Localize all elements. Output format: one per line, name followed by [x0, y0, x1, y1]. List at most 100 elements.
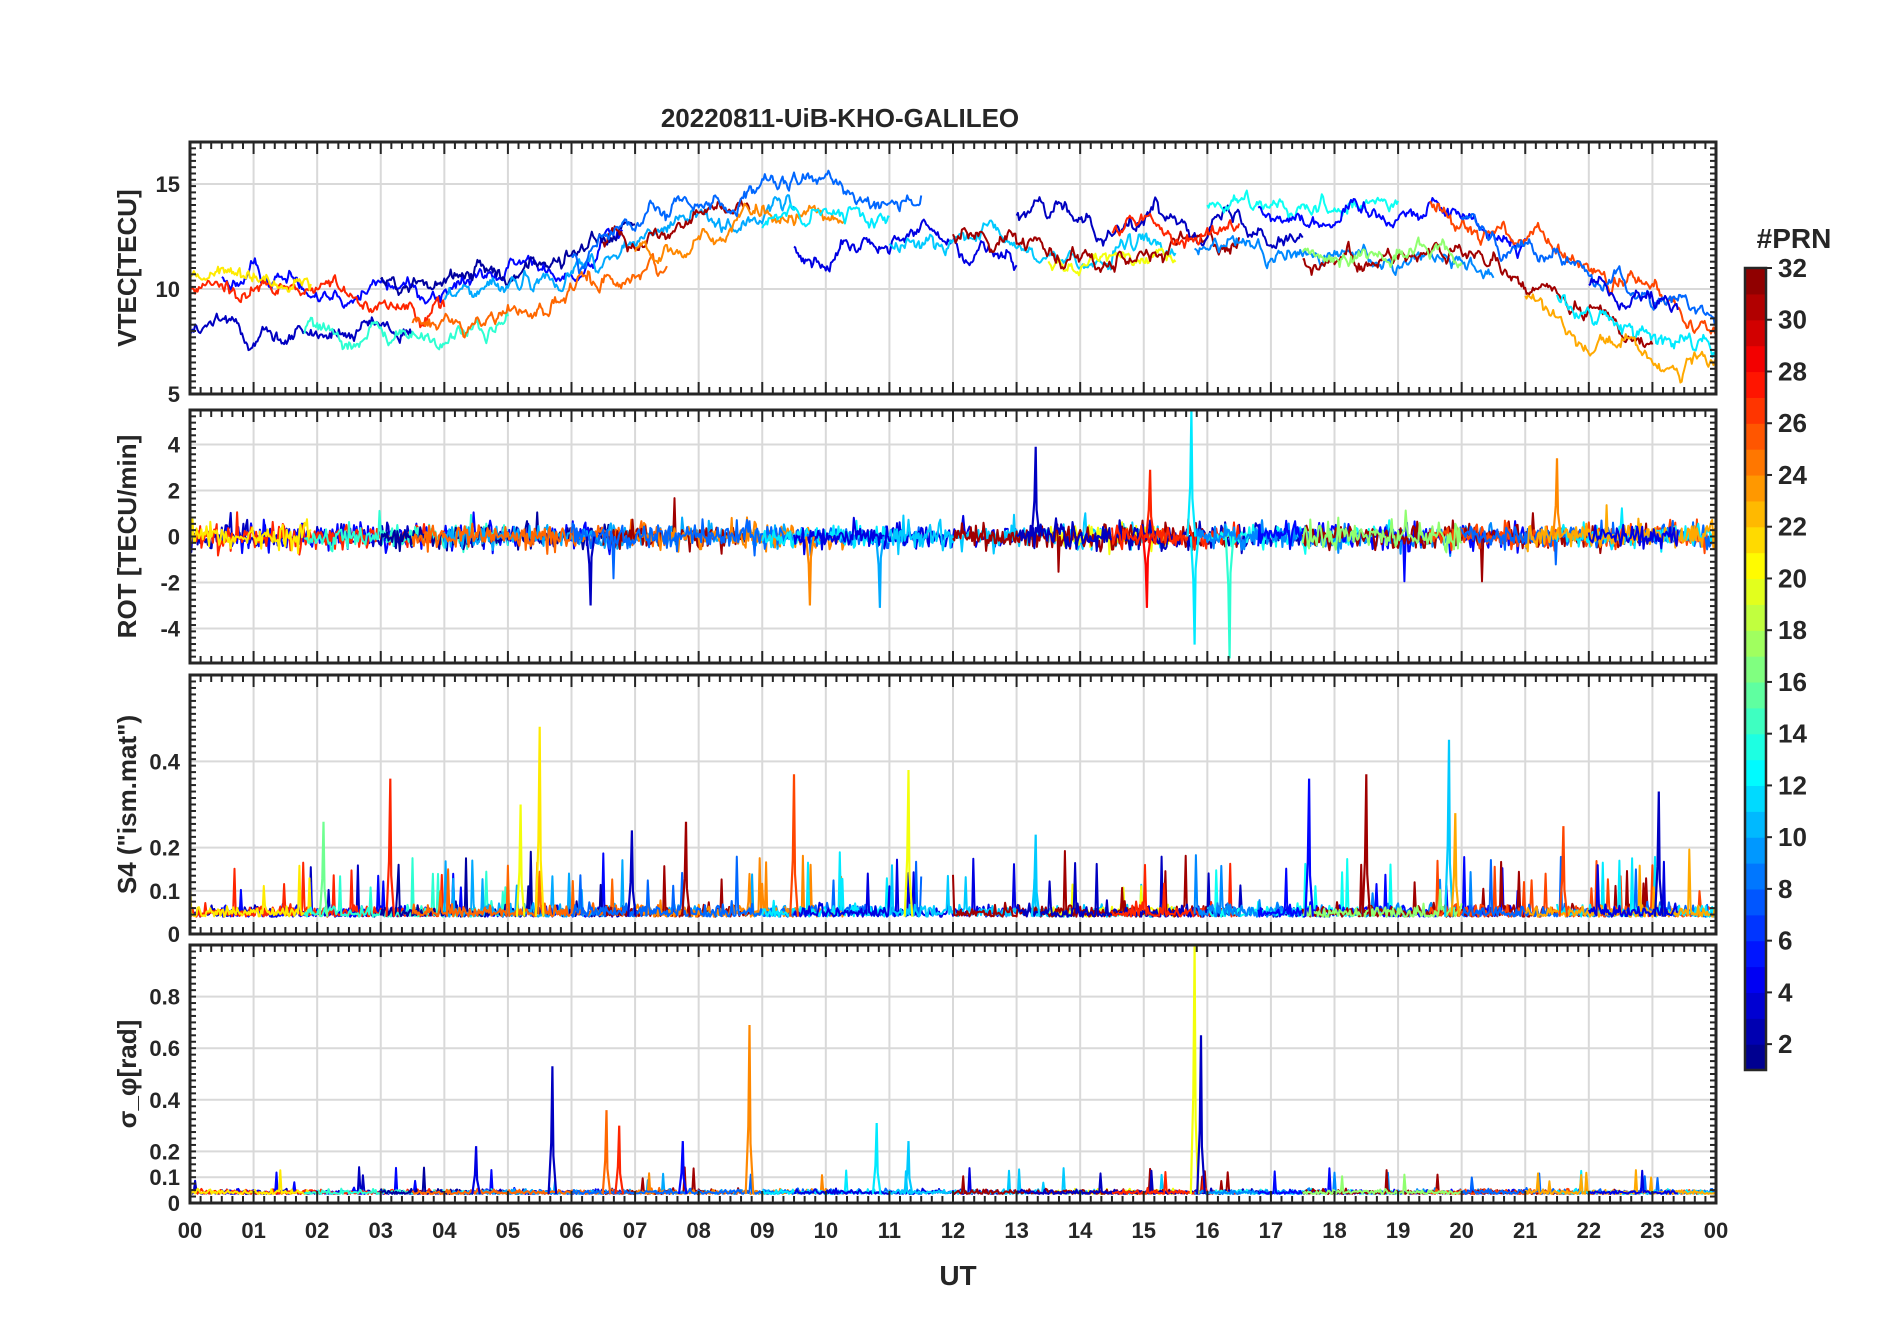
panel-vtec: 5 10 15 VTEC[TECU]	[112, 140, 1718, 407]
spike-4	[903, 769, 914, 917]
x-tick-label: 18	[1322, 1218, 1346, 1243]
colorbar-tick-label: 22	[1778, 512, 1807, 542]
colorbar-title: #PRN	[1757, 223, 1832, 254]
y-axis-label: S4 ("ism.mat")	[112, 715, 142, 894]
series-prn-21	[190, 518, 312, 555]
series-prn-12	[761, 203, 890, 229]
spike-5	[903, 1141, 914, 1195]
x-tick-label: 08	[686, 1218, 710, 1243]
colorbar-tick-label: 4	[1778, 977, 1793, 1007]
x-tick-label: 00	[178, 1218, 202, 1243]
series-prn-20	[1047, 247, 1177, 277]
panel-rot: -4 -2 0 2 4 ROT [TECU/min]	[112, 408, 1718, 665]
series-group	[190, 169, 1716, 384]
series-prn-17	[1301, 236, 1463, 269]
series-prn-13	[1206, 189, 1400, 221]
series-prn-5	[221, 227, 624, 309]
spike-3	[744, 1024, 755, 1195]
colorbar-swatch	[1745, 423, 1766, 450]
y-tick-label: 0.8	[149, 985, 180, 1010]
series-prn-21	[190, 1169, 312, 1195]
panel-sigma_phi: 00.10.2 0.4 0.6 0.8 σ_φ[rad]	[112, 943, 1718, 1216]
spike-9	[677, 1141, 688, 1195]
colorbar-swatch	[1745, 914, 1766, 942]
x-tick-label: 16	[1195, 1218, 1219, 1243]
colorbar-swatch	[1745, 268, 1766, 295]
spike-2	[515, 804, 526, 917]
y-tick-label: -2	[160, 571, 180, 596]
spike-3	[1224, 536, 1235, 659]
series-prn-17	[1302, 888, 1463, 918]
spike-8	[1142, 536, 1152, 608]
spike-7	[1196, 1035, 1206, 1195]
spike-4	[1145, 469, 1155, 537]
x-tick-label: 06	[559, 1218, 583, 1243]
y-axis-label: ROT [TECU/min]	[112, 435, 142, 639]
x-tick-label: 20	[1449, 1218, 1473, 1243]
colorbar-swatch	[1745, 940, 1766, 968]
x-tick-label: 10	[814, 1218, 838, 1243]
y-tick-label: 0	[168, 1191, 180, 1216]
y-tick-label: 0.4	[149, 1088, 180, 1113]
series-prn-21	[190, 864, 312, 918]
x-tick-label: 12	[941, 1218, 965, 1243]
spike-2	[614, 1125, 625, 1195]
colorbar-swatch	[1745, 888, 1766, 916]
colorbar-tick-label: 30	[1778, 305, 1807, 335]
series-prn-4	[1587, 523, 1679, 550]
series-prn-3	[190, 312, 414, 352]
x-axis-label: UT	[939, 1260, 976, 1291]
series-prn-3	[1015, 517, 1304, 555]
series-prn-24	[634, 202, 846, 265]
colorbar-swatch	[1745, 345, 1766, 373]
spike-4	[871, 1122, 882, 1195]
y-tick-label: 10	[156, 277, 180, 302]
colorbar-tick-label: 6	[1778, 926, 1792, 956]
colorbar-swatch	[1745, 966, 1766, 993]
colorbar-tick-label: 26	[1778, 408, 1807, 438]
x-tick-label: 21	[1513, 1218, 1537, 1243]
y-tick-label: 0.6	[149, 1036, 180, 1061]
spike-7	[875, 536, 885, 608]
series-prn-8	[570, 169, 923, 275]
y-tick-label: 0	[168, 922, 180, 947]
colorbar-tick-label: 28	[1778, 356, 1807, 386]
colorbar-swatch	[1745, 630, 1766, 657]
spike-6	[627, 830, 637, 917]
x-tick-label: 04	[432, 1218, 457, 1243]
y-axis-label: σ_φ[rad]	[112, 1020, 142, 1129]
colorbar-tick-label: 20	[1778, 563, 1807, 593]
x-tick-label: 09	[750, 1218, 774, 1243]
spike-5	[1552, 458, 1562, 537]
colorbar-tick-label: 18	[1778, 615, 1807, 645]
spike-1	[534, 726, 545, 917]
axes-frame	[188, 140, 1718, 396]
spike-0	[547, 1066, 558, 1195]
spike-7	[1304, 778, 1314, 917]
y-tick-label: 15	[156, 172, 180, 197]
x-tick-label: 13	[1004, 1218, 1028, 1243]
y-tick-label: 0.1	[149, 1165, 180, 1190]
spike-12	[1558, 826, 1569, 917]
series-prn-31	[602, 198, 751, 253]
x-tick-label: 00	[1704, 1218, 1728, 1243]
spike-14	[1030, 834, 1041, 917]
spike-3	[789, 774, 799, 917]
series-prn-10	[443, 194, 795, 301]
series-prn-17	[1301, 509, 1463, 554]
y-tick-label: 0.2	[149, 836, 180, 861]
y-tick-label: 0.1	[149, 879, 180, 904]
series-prn-31	[1302, 240, 1654, 349]
x-tick-label: 03	[369, 1218, 393, 1243]
colorbar-swatch	[1745, 500, 1766, 528]
series-prn-23	[1524, 293, 1716, 384]
colorbar-tick-label: 2	[1778, 1029, 1792, 1059]
axes-frame	[188, 408, 1718, 665]
y-tick-label: 0.4	[149, 749, 180, 774]
series-prn-4	[793, 218, 1018, 273]
y-tick-label: -4	[160, 617, 180, 642]
series-prn-8	[1460, 213, 1716, 326]
x-tick-label: 05	[496, 1218, 520, 1243]
